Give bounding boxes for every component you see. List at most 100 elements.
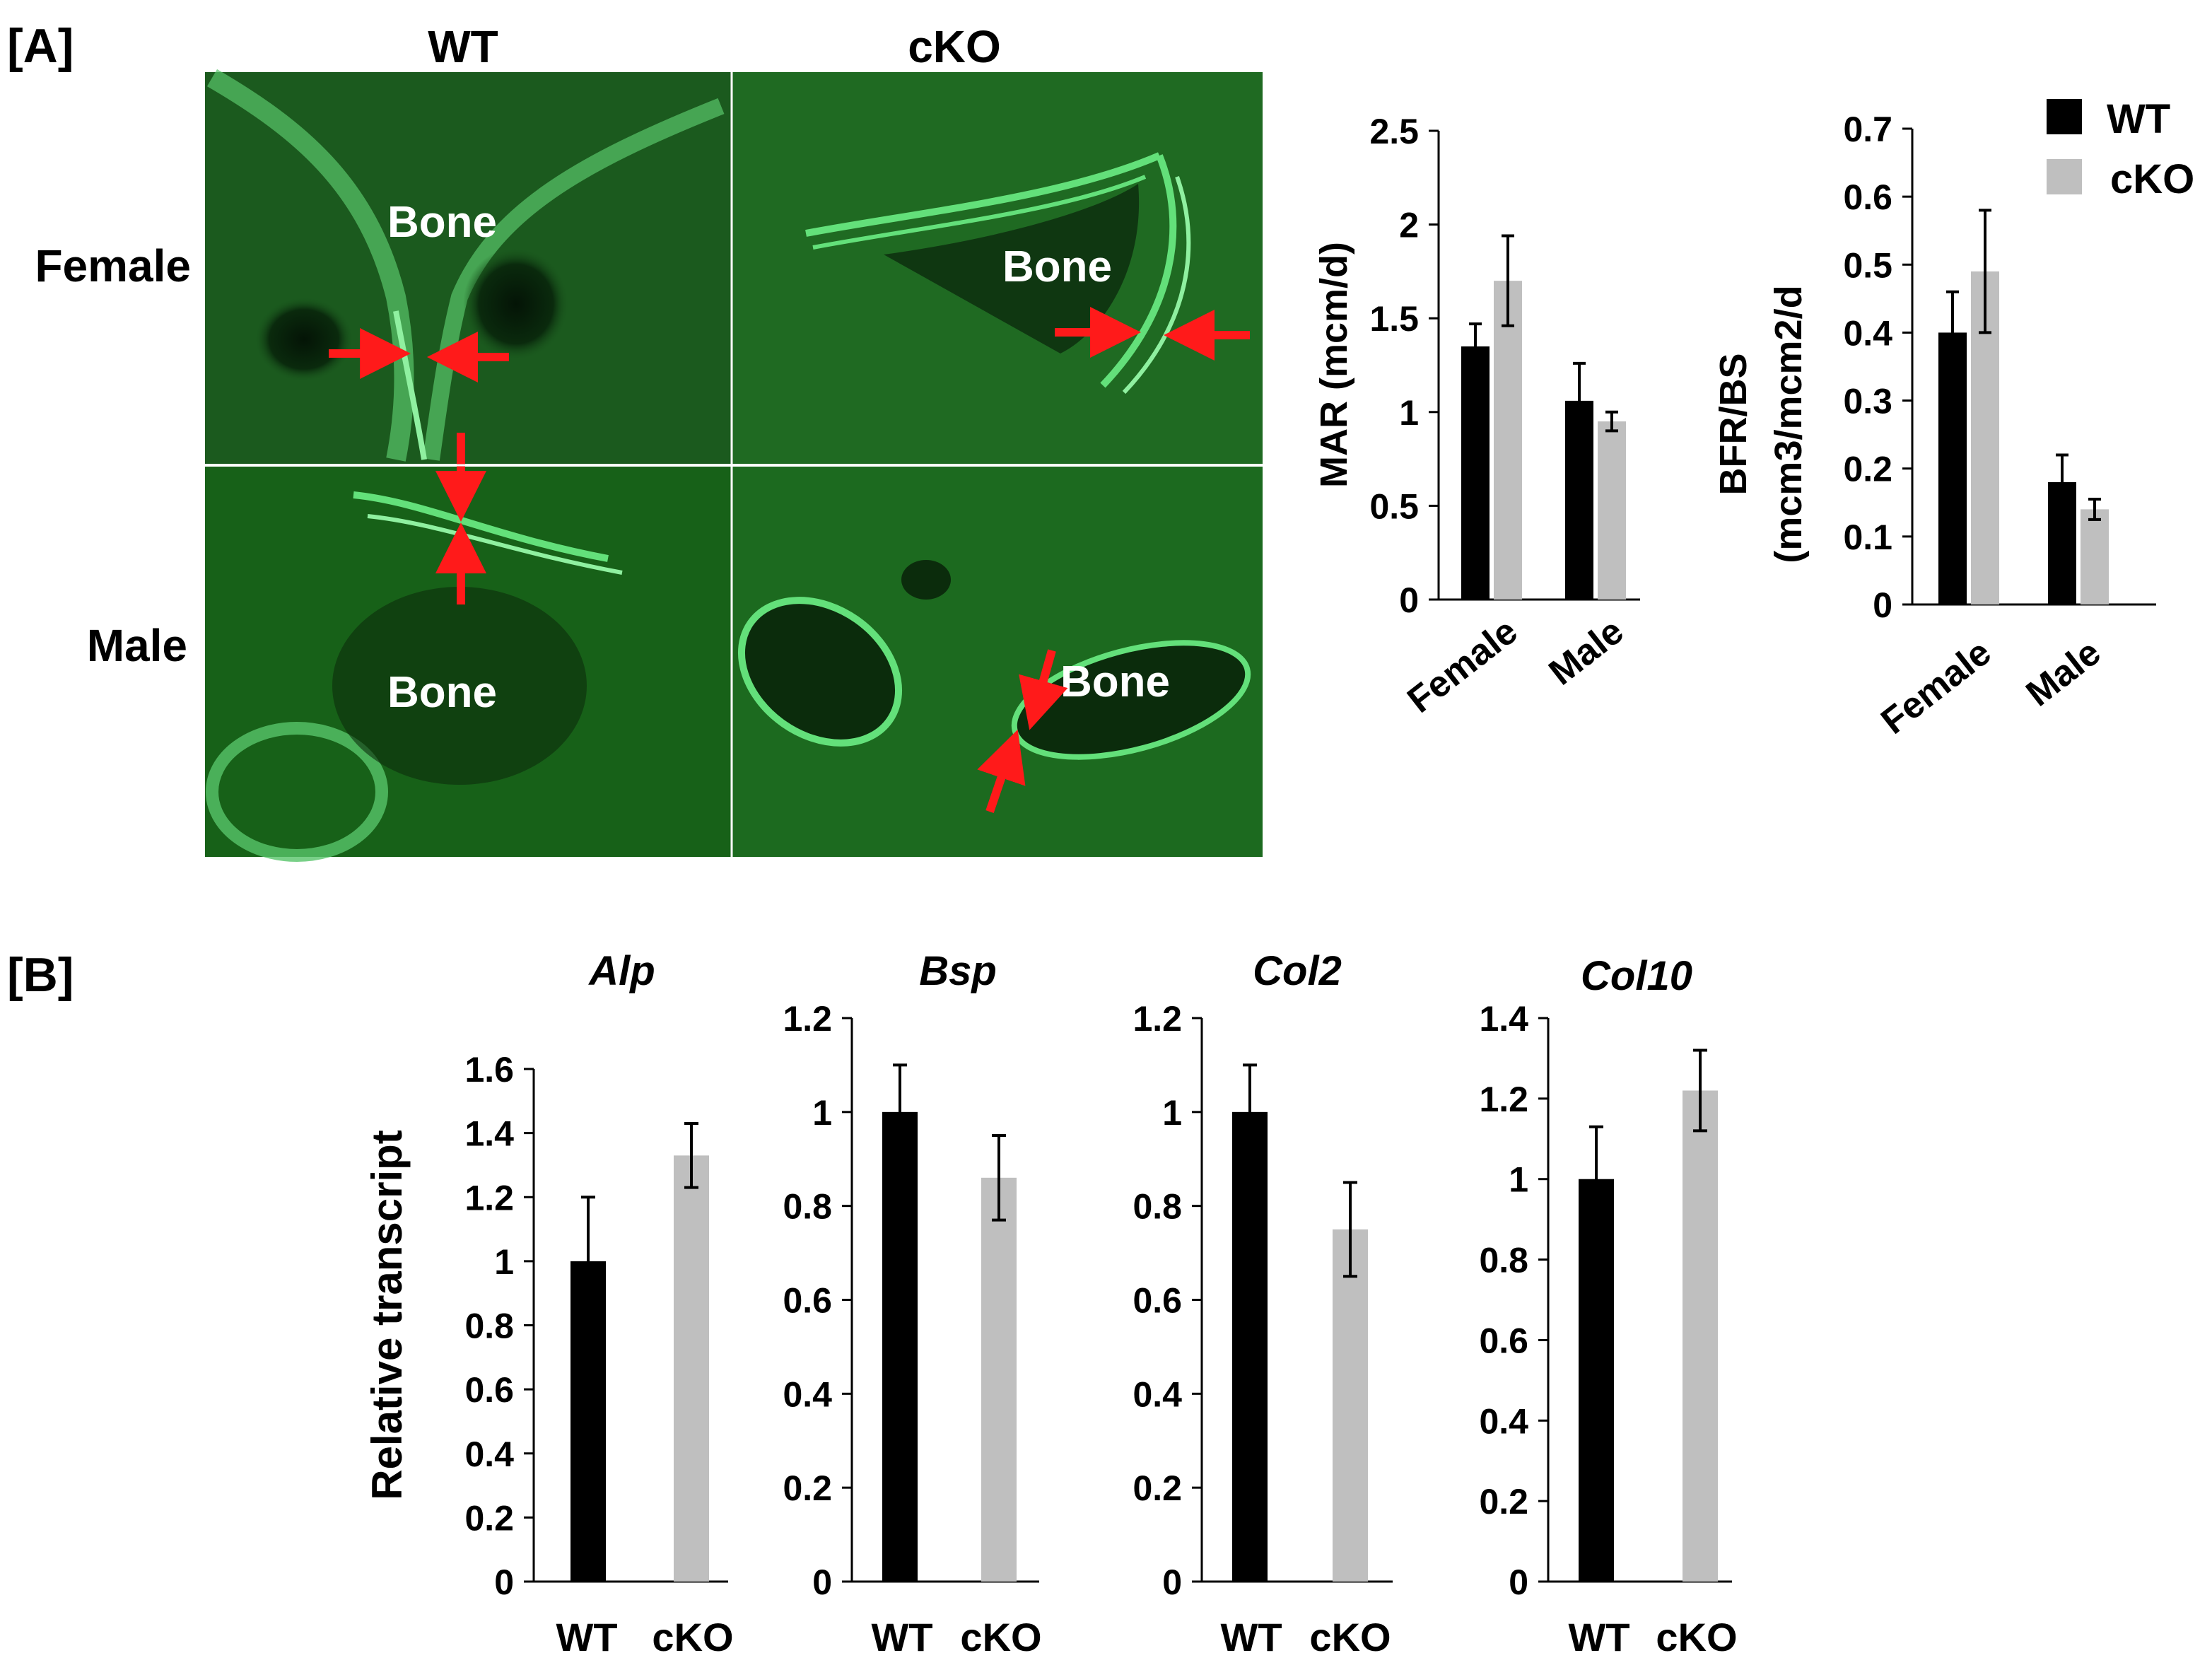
bar-wt (1579, 1179, 1614, 1582)
category-label: cKO (960, 1615, 1041, 1659)
col-header-cko: cKO (908, 21, 1001, 72)
col-header-wt: WT (428, 21, 498, 72)
y-tick-label: 0 (494, 1562, 514, 1602)
bar-cko-male (1598, 421, 1626, 600)
y-tick-label: 1.2 (464, 1178, 514, 1217)
y-tick-label: 0.6 (1843, 177, 1892, 217)
y-tick-label: 0.6 (464, 1370, 514, 1410)
chart-alp: 0 0.2 0.4 0.6 0.8 1 1.2 1.4 1.6 WT cKO Alp Relative … (363, 948, 734, 1659)
y-tick-label: 0.7 (1843, 110, 1892, 149)
legend-swatch-cko (2047, 159, 2082, 194)
y-tick-label: 0.8 (1133, 1187, 1182, 1227)
micrograph-male-wt: Bone (205, 433, 731, 862)
row-header-female: Female (35, 240, 191, 291)
y-tick-label: 0.8 (464, 1307, 514, 1346)
y-tick-label: 1 (812, 1093, 832, 1133)
chart-bsp: 0 0.2 0.4 0.6 0.8 1 1.2 WT cKO Bsp (783, 948, 1041, 1659)
y-axis-label-units: (mcm3/mcm2/d (1767, 285, 1810, 563)
bone-label-male-cko: Bone (1060, 658, 1170, 706)
y-tick-label: 1 (1399, 393, 1419, 433)
bone-label-female-cko: Bone (1002, 243, 1112, 291)
chart-col10: 0 0.2 0.4 0.6 0.8 1 1.2 1.4 WT cKO Col10 (1479, 953, 1737, 1659)
y-axis-label: Relative transcript (363, 1130, 411, 1500)
y-tick-label: 0.2 (1133, 1468, 1182, 1508)
legend-swatch-wt (2047, 99, 2082, 134)
y-tick-label: 0.8 (783, 1187, 832, 1227)
y-tick-label: 1.4 (464, 1114, 514, 1154)
bar-cko (674, 1155, 709, 1582)
bar-wt-female (1461, 346, 1490, 600)
bar-wt (1232, 1111, 1268, 1582)
micrograph-grid: Bone Bone Bone (205, 69, 1263, 862)
y-tick-label: 0.2 (1843, 450, 1892, 489)
micrograph-female-cko: Bone (732, 72, 1263, 464)
y-tick-label: 1.2 (783, 999, 832, 1039)
category-label: Male (1542, 611, 1632, 694)
bar-wt (882, 1111, 918, 1582)
bar-cko (981, 1177, 1017, 1582)
y-tick-label: 0.6 (783, 1281, 832, 1321)
y-tick-label: 0.4 (1843, 313, 1892, 353)
y-tick-label: 0 (1509, 1562, 1528, 1602)
y-tick-label: 0 (1873, 585, 1892, 625)
chart-bfr: 0 0.1 0.2 0.3 0.4 0.5 0.6 0.7 Female Male BFR/BS (m… (1712, 110, 2156, 742)
y-tick-label: 1.2 (1133, 999, 1182, 1039)
y-axis-label: MAR (mcm/d) (1313, 242, 1355, 488)
y-tick-label: 0.1 (1843, 518, 1892, 557)
y-tick-label: 1.4 (1479, 999, 1528, 1039)
y-axis-label: BFR/BS (1712, 354, 1755, 496)
y-tick-label: 0.3 (1843, 382, 1892, 421)
bar-cko (1333, 1229, 1368, 1582)
legend: WT cKO (2047, 96, 2194, 202)
bar-cko-female (1494, 281, 1522, 600)
y-tick-label: 0.4 (1479, 1401, 1528, 1441)
legend-label-wt: WT (2107, 96, 2170, 142)
y-tick-label: 2 (1399, 206, 1419, 245)
y-tick-label: 0.2 (783, 1468, 832, 1508)
y-tick-label: 0.6 (1479, 1321, 1528, 1360)
category-label: WT (871, 1615, 932, 1659)
y-tick-label: 2.5 (1369, 112, 1419, 151)
y-tick-label: 0 (1162, 1562, 1182, 1602)
y-tick-label: 0.4 (783, 1374, 832, 1414)
bar-cko (1683, 1090, 1718, 1582)
y-tick-label: 0.4 (1133, 1374, 1182, 1414)
y-tick-label: 1.2 (1479, 1080, 1528, 1119)
panel-b-label: [B] (7, 948, 74, 1002)
chart-title: Col10 (1581, 953, 1692, 999)
y-tick-label: 0.2 (464, 1498, 514, 1538)
y-tick-label: 0.8 (1479, 1241, 1528, 1280)
chart-mar: 0 0.5 1 1.5 2 2.5 Female Male MAR (mcm/d) (1313, 112, 1640, 721)
micrograph-male-cko: Bone (732, 467, 1263, 857)
chart-title: Bsp (919, 948, 997, 994)
chart-col2: 0 0.2 0.4 0.6 0.8 1 1.2 WT cKO Col2 (1133, 948, 1393, 1659)
category-label: cKO (652, 1615, 733, 1659)
y-tick-label: 1 (1509, 1160, 1528, 1200)
y-tick-label: 1.6 (464, 1050, 514, 1089)
bone-label-male-wt: Bone (387, 668, 497, 717)
bone-label-female-wt: Bone (387, 198, 497, 247)
category-label: Female (1400, 611, 1525, 721)
y-tick-label: 0.2 (1479, 1482, 1528, 1521)
y-tick-label: 0 (1399, 580, 1419, 620)
category-label: Female (1873, 632, 1999, 742)
y-tick-label: 0.4 (464, 1435, 514, 1474)
category-label: WT (556, 1615, 617, 1659)
y-tick-label: 0.5 (1369, 486, 1419, 526)
micrograph-female-wt: Bone (205, 69, 731, 464)
y-tick-label: 1 (494, 1242, 514, 1282)
bar-cko-male (2081, 509, 2109, 604)
y-tick-label: 1.5 (1369, 299, 1419, 339)
panel-a-label: [A] (7, 19, 74, 73)
legend-label-cko: cKO (2110, 156, 2194, 202)
row-header-male: Male (87, 620, 187, 671)
y-tick-label: 0 (812, 1562, 832, 1602)
category-label: WT (1220, 1615, 1282, 1659)
category-label: WT (1568, 1615, 1629, 1659)
chart-title: Alp (587, 948, 655, 994)
y-tick-label: 0.5 (1843, 245, 1892, 285)
y-tick-label: 0.6 (1133, 1281, 1182, 1321)
y-tick-label: 1 (1162, 1093, 1182, 1133)
category-label: cKO (1309, 1615, 1391, 1659)
